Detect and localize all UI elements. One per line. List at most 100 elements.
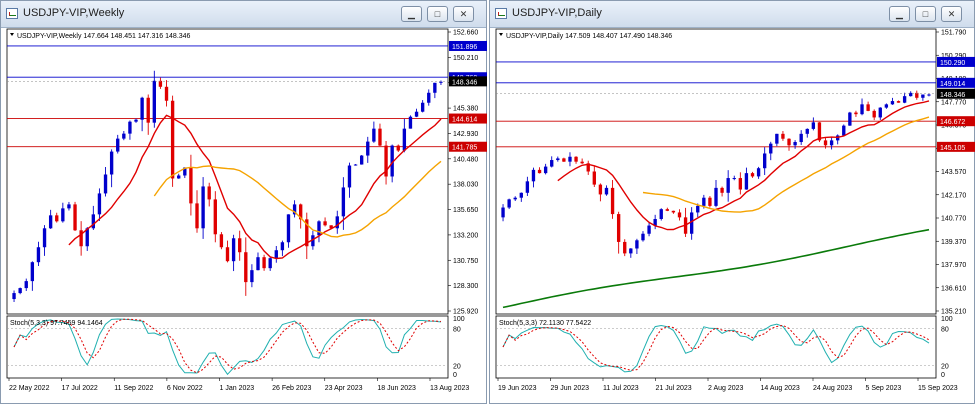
weekly-chart-canvas[interactable]: USDJPY-VIP,Weekly 147.664 148.451 147.31… [1, 1, 488, 405]
candle-body [177, 175, 181, 179]
level-price-tag [937, 116, 975, 127]
candle-body [109, 151, 114, 175]
stoch-tick-label: 100 [453, 316, 465, 323]
date-tick-label: 1 Jan 2023 [220, 385, 255, 392]
candle-body [817, 122, 822, 141]
candle-body [213, 199, 217, 235]
candle-body [787, 138, 791, 146]
candle-body [24, 281, 28, 289]
candle-body [525, 181, 530, 193]
ma-slow-line [153, 160, 442, 238]
candle-body [146, 97, 150, 123]
chart-icon [6, 8, 18, 19]
minimize-button[interactable]: ▁ [889, 6, 910, 22]
date-tick-label: 26 Feb 2023 [272, 385, 311, 392]
stoch-tick-label: 80 [941, 326, 949, 333]
candle-body [513, 197, 517, 200]
close-button[interactable]: ✕ [453, 6, 474, 22]
candle-body [623, 241, 627, 254]
candle-body [122, 133, 126, 139]
stoch-label: Stoch(5,3,3) 97.7459 94.1464 [10, 320, 103, 327]
candle-body [30, 262, 35, 282]
candle-body [170, 100, 175, 179]
dropdown-arrow-icon [499, 33, 503, 36]
current-price-label: 148.346 [940, 92, 965, 99]
candle-body [763, 153, 767, 169]
price-tick-label: 140.770 [941, 216, 966, 223]
level-price-label: 149.014 [940, 81, 965, 88]
price-tick-label: 145.380 [453, 106, 478, 113]
date-tick-label: 18 Jun 2023 [377, 385, 416, 392]
candle-body [85, 228, 89, 247]
candle-body [604, 187, 609, 195]
date-tick-label: 24 Aug 2023 [813, 385, 852, 392]
daily-chart-canvas[interactable]: USDJPY-VIP,Daily 147.509 148.407 147.490… [490, 1, 975, 405]
candle-body [420, 102, 425, 112]
maximize-button[interactable]: □ [915, 6, 936, 22]
candle-body [805, 128, 809, 134]
level-price-label: 141.785 [452, 145, 477, 152]
chart-info-text: USDJPY-VIP,Weekly 147.664 148.451 147.31… [17, 33, 191, 40]
weekly-chart-window[interactable]: USDJPY-VIP,Weekly ▁ □ ✕ USDJPY-VIP,Weekl… [0, 0, 487, 404]
candle-body [408, 116, 413, 129]
candle-body [574, 156, 578, 162]
candle-body [238, 238, 242, 253]
candle-body [353, 164, 358, 166]
candle-body [305, 219, 309, 247]
candle-body [556, 158, 560, 161]
price-tick-label: 147.770 [941, 99, 966, 106]
minimize-button[interactable]: ▁ [401, 6, 422, 22]
candle-body [48, 215, 53, 229]
candle-body [829, 140, 834, 146]
stoch-k-line [502, 323, 930, 373]
candle-body [225, 247, 230, 262]
daily-chart-window[interactable]: USDJPY-VIP,Daily ▁ □ ✕ USDJPY-VIP,Daily … [489, 0, 975, 404]
date-tick-label: 2 Aug 2023 [708, 385, 744, 392]
stoch-tick-label: 0 [941, 372, 945, 379]
candle-body [635, 240, 639, 249]
level-price-label: 144.614 [452, 117, 477, 124]
candle-body [507, 199, 511, 208]
candle-body [299, 204, 303, 220]
maximize-button[interactable]: □ [427, 6, 448, 22]
candle-body [580, 161, 584, 164]
price-tick-label: 130.750 [453, 258, 478, 265]
stoch-tick-label: 0 [453, 372, 457, 379]
level-price-tag [449, 113, 487, 124]
candle-body [775, 133, 779, 144]
candle-body [12, 293, 16, 300]
candle-body [195, 203, 199, 229]
candle-body [689, 212, 694, 234]
stochastic-pane [6, 315, 449, 379]
candle-body [543, 166, 548, 174]
candle-body [256, 257, 260, 271]
candle-body [116, 138, 120, 152]
candle-body [823, 140, 828, 146]
candle-body [134, 119, 138, 122]
candle-body [280, 242, 285, 251]
price-tick-label: 140.480 [453, 156, 478, 163]
date-tick-label: 14 Aug 2023 [761, 385, 800, 392]
candle-body [641, 233, 645, 241]
candle-body [439, 81, 443, 83]
candle-body [396, 145, 400, 151]
price-tick-label: 142.170 [941, 192, 966, 199]
chart-icon [495, 8, 507, 19]
candle-body [390, 145, 394, 177]
candle-body [42, 228, 47, 248]
ma-fast-line [68, 114, 442, 260]
close-button[interactable]: ✕ [941, 6, 962, 22]
candle-body [140, 97, 144, 120]
daily-title-bar[interactable]: USDJPY-VIP,Daily ▁ □ ✕ [490, 1, 974, 28]
price-tick-label: 128.300 [453, 283, 478, 290]
candle-body [702, 197, 706, 206]
weekly-title-bar[interactable]: USDJPY-VIP,Weekly ▁ □ ✕ [1, 1, 486, 28]
candle-body [696, 205, 700, 213]
candle-body [311, 235, 315, 247]
candle-body [250, 270, 254, 283]
candle-body [433, 82, 437, 93]
candle-body [732, 178, 736, 180]
date-tick-label: 23 Apr 2023 [325, 385, 363, 392]
date-tick-label: 22 May 2022 [9, 385, 50, 392]
current-price-tag [937, 88, 975, 99]
